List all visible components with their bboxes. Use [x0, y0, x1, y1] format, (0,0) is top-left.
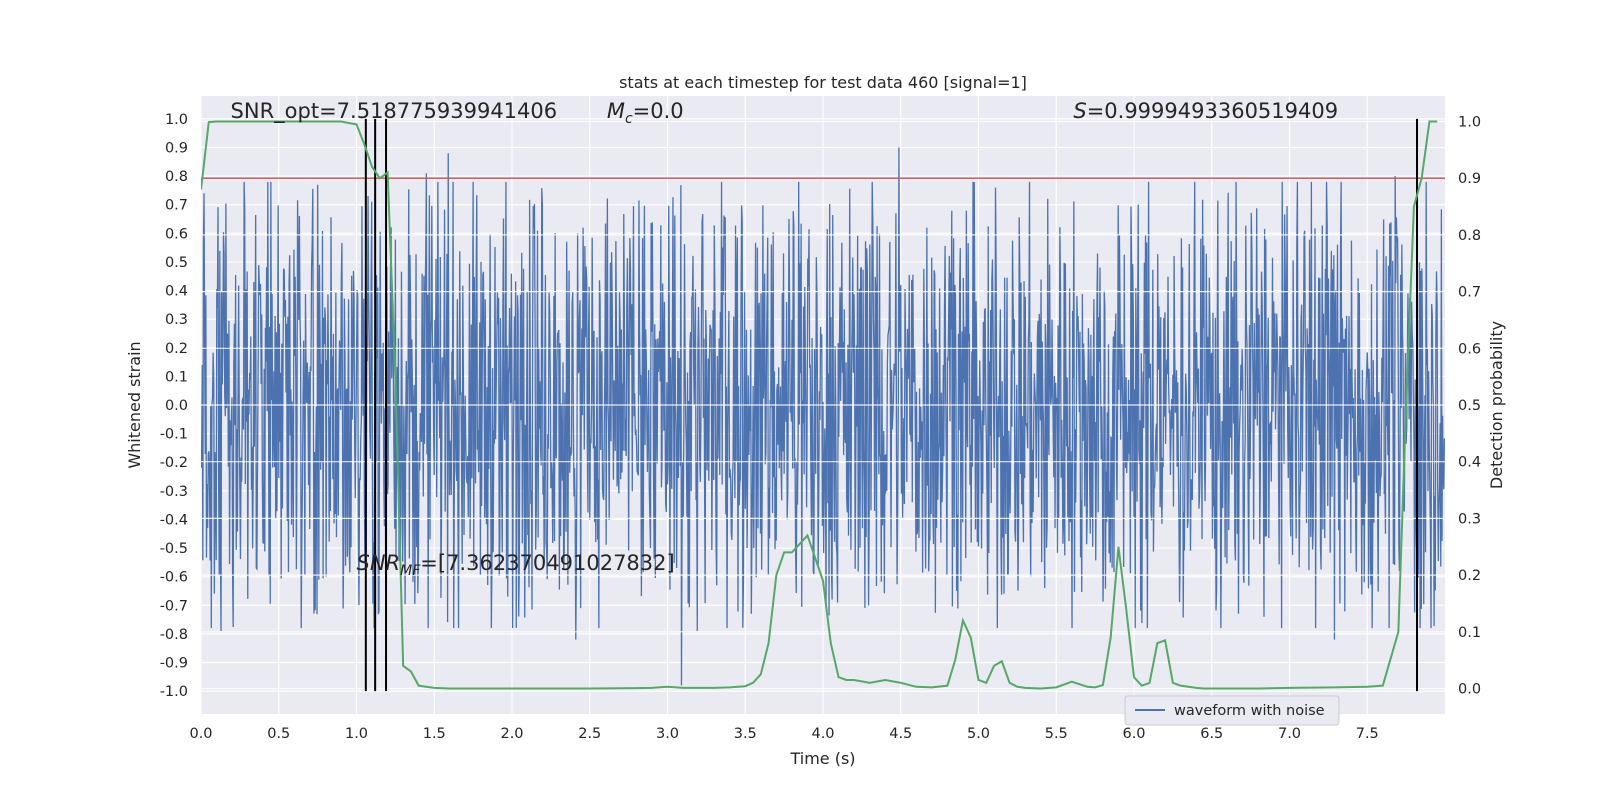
y-left-tick-label: 0.6: [165, 226, 188, 242]
annotation-value: =[7.362370491027832]: [420, 551, 674, 575]
annotations: SNR_opt=7.518775939941406 Mc=0.0 S=0.99994…: [231, 99, 1339, 579]
x-tick-label: 7.0: [1278, 726, 1301, 742]
annotation-s-stat: S=0.9999493360519409: [1073, 99, 1338, 123]
y-right-tick-labels: 1.0 0.9 0.8 0.7 0.6 0.5 0.4 0.3 0.2 0.1 0.0: [1458, 115, 1481, 698]
y-left-tick-label: -1.0: [160, 684, 188, 700]
y-left-tick-label: 0.7: [165, 198, 188, 214]
y-right-tick-label: 0.2: [1458, 568, 1481, 584]
legend-label: waveform with noise: [1174, 703, 1325, 719]
y-left-tick-label: 0.1: [165, 369, 188, 385]
y-left-tick-label: -0.5: [160, 541, 188, 557]
y-left-tick-label: 0.8: [165, 169, 188, 185]
annotation-subscript: MF: [400, 563, 421, 579]
y-left-tick-label: 0.9: [165, 141, 188, 157]
y-axis-left-label: Whitened strain: [125, 341, 144, 468]
chart-title: stats at each timestep for test data 460…: [619, 73, 1027, 92]
x-tick-label: 4.5: [889, 726, 912, 742]
y-left-tick-label: -0.1: [160, 427, 188, 443]
x-tick-label: 1.5: [423, 726, 446, 742]
annotation-chirp-mass: Mc=0.0: [607, 99, 684, 127]
x-tick-label: 7.5: [1356, 726, 1379, 742]
annotation-snr-mf: SNRMF=[7.362370491027832]: [357, 551, 675, 579]
y-left-tick-label: 1.0: [165, 112, 188, 128]
waveform-line: [201, 147, 1445, 686]
detection-probability-line: [201, 120, 1438, 690]
y-left-tick-label: -0.7: [160, 598, 188, 614]
legend-box: [1124, 695, 1340, 726]
annotation-value: =0.0: [633, 99, 684, 123]
y-left-tick-label: 0.0: [165, 398, 188, 414]
annotation-subscript: c: [625, 111, 633, 127]
y-left-tick-label: -0.6: [160, 570, 188, 586]
annotation-snr-opt: SNR_opt=7.518775939941406: [231, 99, 558, 124]
y-right-tick-label: 0.3: [1458, 511, 1481, 527]
y-left-tick-label: 0.2: [165, 341, 188, 357]
x-tick-label: 2.0: [500, 726, 523, 742]
x-tick-label: 3.5: [734, 726, 757, 742]
y-left-tick-label: 0.4: [165, 284, 188, 300]
y-right-tick-label: 0.8: [1458, 228, 1481, 244]
y-left-tick-label: 0.3: [165, 312, 188, 328]
annotation-value: =0.9999493360519409: [1087, 99, 1338, 123]
x-tick-label: 0.0: [189, 726, 212, 742]
y-left-tick-labels: 1.0 0.9 0.8 0.7 0.6 0.5 0.4 0.3 0.2 0.1 0.0 -0.1 -0.…: [160, 112, 188, 700]
y-left-tick-label: 0.5: [165, 255, 188, 271]
y-axis-right-label: Detection probability: [1487, 321, 1506, 489]
y-left-tick-label: -0.9: [160, 656, 188, 672]
x-tick-labels: 0.0 0.5 1.0 1.5 2.0 2.5 3.0 3.5 4.0 4.5 5.0 5.5 6.0 6…: [189, 726, 1378, 742]
x-tick-label: 5.0: [967, 726, 990, 742]
y-left-tick-label: -0.8: [160, 627, 188, 643]
legend: waveform with noise: [1124, 695, 1340, 726]
y-left-tick-label: -0.3: [160, 484, 188, 500]
x-tick-label: 0.5: [267, 726, 290, 742]
y-right-tick-label: 0.6: [1458, 341, 1481, 357]
x-tick-label: 6.0: [1122, 726, 1145, 742]
x-tick-label: 4.0: [811, 726, 834, 742]
x-tick-label: 3.0: [656, 726, 679, 742]
x-tick-label: 1.0: [345, 726, 368, 742]
x-tick-label: 2.5: [578, 726, 601, 742]
y-right-tick-label: 0.5: [1458, 398, 1481, 414]
y-right-tick-label: 0.4: [1458, 455, 1481, 471]
y-right-tick-label: 0.0: [1458, 681, 1481, 697]
annotation-symbol: S: [1073, 99, 1086, 123]
x-tick-label: 5.5: [1045, 726, 1068, 742]
vertical-markers: [364, 118, 1419, 692]
x-tick-label: 6.5: [1200, 726, 1223, 742]
annotation-symbol: M: [607, 99, 625, 123]
y-right-tick-label: 0.1: [1458, 625, 1481, 641]
y-left-tick-label: -0.4: [160, 512, 188, 528]
y-left-tick-label: -0.2: [160, 455, 188, 471]
y-right-tick-label: 0.9: [1458, 171, 1481, 187]
x-axis-label: Time (s): [789, 749, 855, 768]
y-right-tick-label: 1.0: [1458, 115, 1481, 131]
annotation-symbol: SNR: [357, 551, 401, 575]
y-right-tick-label: 0.7: [1458, 285, 1481, 301]
